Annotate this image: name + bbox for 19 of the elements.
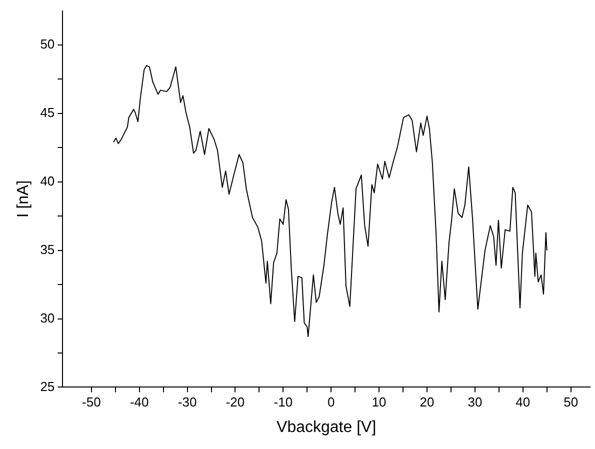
y-tick-label: 30: [40, 310, 55, 326]
x-tick-label: 30: [468, 394, 482, 410]
x-tick-label: 40: [516, 394, 530, 410]
y-tick-label: 25: [40, 378, 55, 394]
x-tick-label: -50: [82, 394, 101, 410]
y-tick-label: 40: [40, 173, 55, 188]
x-tick-label: -30: [178, 394, 197, 410]
x-tick-label: -10: [274, 394, 293, 410]
x-tick-label: 10: [372, 394, 386, 410]
x-tick-label: -20: [226, 394, 245, 410]
x-tick-label: 20: [420, 394, 434, 410]
x-tick-label: -40: [130, 394, 149, 410]
y-tick-label: 45: [40, 105, 55, 120]
y-tick-label: 50: [40, 36, 55, 52]
x-tick-label: 0: [328, 394, 335, 410]
x-tick-label: 50: [564, 394, 578, 410]
y-tick-label: 35: [40, 242, 55, 257]
x-axis-title: Vbackgate [V]: [276, 418, 376, 436]
y-axis-title: I [nA]: [15, 180, 32, 218]
